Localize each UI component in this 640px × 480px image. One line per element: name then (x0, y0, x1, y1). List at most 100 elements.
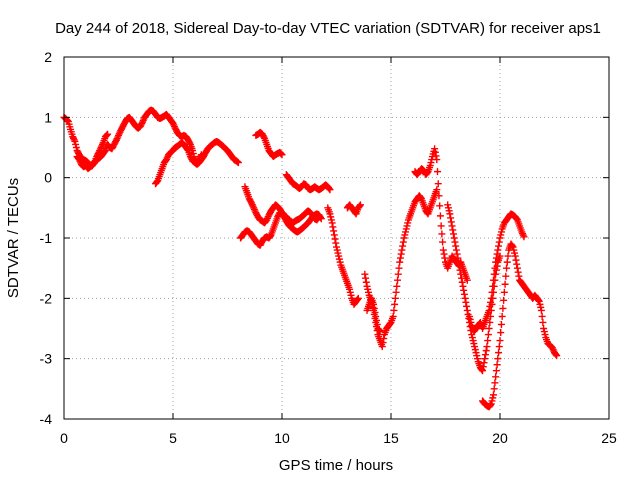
data-point (492, 373, 500, 381)
data-point (515, 272, 523, 280)
x-tick-label: 0 (60, 430, 68, 446)
data-point (484, 331, 492, 339)
data-point (500, 288, 508, 296)
data-point (432, 152, 440, 160)
data-point (490, 270, 498, 278)
y-tick-label: 1 (44, 109, 52, 125)
data-point (113, 135, 121, 143)
data-point (70, 136, 78, 144)
data-point (447, 214, 455, 222)
data-point (440, 250, 448, 258)
data-point (519, 231, 527, 239)
data-point (356, 201, 364, 209)
data-point (492, 258, 500, 266)
data-point (115, 130, 123, 138)
data-point (549, 345, 557, 353)
data-point (463, 276, 471, 284)
data-point (394, 270, 402, 278)
data-point (64, 117, 72, 125)
data-point (485, 325, 493, 332)
data-point (493, 361, 501, 369)
data-point (391, 294, 399, 302)
data-point (169, 119, 177, 127)
data-point (436, 212, 444, 220)
data-point (332, 239, 340, 247)
data-point (399, 242, 407, 250)
data-point (495, 349, 503, 357)
data-point (457, 270, 465, 278)
axis-ticks: 0 5 10 15 20 25 -4 -3 -2 -1 0 1 2 (40, 49, 617, 446)
data-point (277, 149, 285, 157)
data-point (494, 246, 502, 254)
data-point (371, 308, 379, 316)
data-point (461, 294, 469, 302)
data-point (537, 306, 545, 314)
y-tick-label: -3 (40, 351, 53, 367)
data-point (446, 210, 454, 218)
data-point (378, 343, 386, 351)
data-point (454, 254, 462, 262)
data-point (260, 133, 268, 141)
data-point (197, 151, 205, 159)
data-point (325, 185, 333, 193)
data-point (170, 121, 178, 129)
data-point (495, 238, 503, 246)
data-point (390, 306, 398, 314)
data-point (370, 300, 378, 308)
data-point (457, 274, 465, 282)
data-point (103, 131, 111, 139)
data-point (75, 156, 83, 164)
data-point (437, 222, 445, 230)
data-point (487, 294, 495, 302)
data-point (438, 230, 446, 238)
data-point (535, 296, 543, 304)
data-point (501, 280, 509, 288)
data-point (95, 148, 103, 156)
data-point (234, 159, 242, 167)
data-point (115, 131, 122, 139)
data-point (520, 233, 528, 241)
data-point (504, 252, 512, 260)
data-point (497, 329, 505, 337)
data-point (434, 168, 442, 176)
data-point (495, 242, 503, 250)
data-point (552, 351, 560, 359)
data-point (449, 226, 457, 234)
data-point (373, 320, 381, 328)
data-point (483, 343, 491, 351)
data-point (441, 254, 449, 262)
x-tick-label: 15 (383, 430, 399, 446)
y-tick-label: -4 (40, 411, 53, 427)
data-point (376, 328, 384, 336)
data-point (263, 216, 271, 224)
y-tick-label: 0 (44, 170, 52, 186)
data-point (453, 250, 461, 258)
data-point (431, 145, 439, 153)
data-point (447, 218, 455, 226)
data-point (69, 134, 77, 142)
data-point (375, 327, 383, 335)
data-point (484, 337, 492, 345)
data-point (489, 391, 497, 399)
data-point (513, 260, 521, 268)
data-point (98, 142, 106, 150)
data-point (433, 186, 441, 194)
data-point (455, 258, 463, 266)
data-point (459, 282, 467, 290)
y-tick-label: 2 (44, 49, 52, 65)
data-point (435, 192, 443, 200)
data-point (497, 320, 505, 328)
data-point (491, 379, 499, 387)
data-point (538, 312, 546, 320)
x-tick-label: 10 (274, 430, 290, 446)
data-point (398, 246, 406, 254)
data-point (460, 286, 468, 294)
data-point (396, 254, 404, 262)
data-point (498, 312, 506, 320)
data-point (393, 282, 401, 290)
data-point (370, 304, 378, 312)
data-point (139, 117, 147, 125)
data-point (250, 204, 258, 212)
data-point (354, 294, 362, 302)
